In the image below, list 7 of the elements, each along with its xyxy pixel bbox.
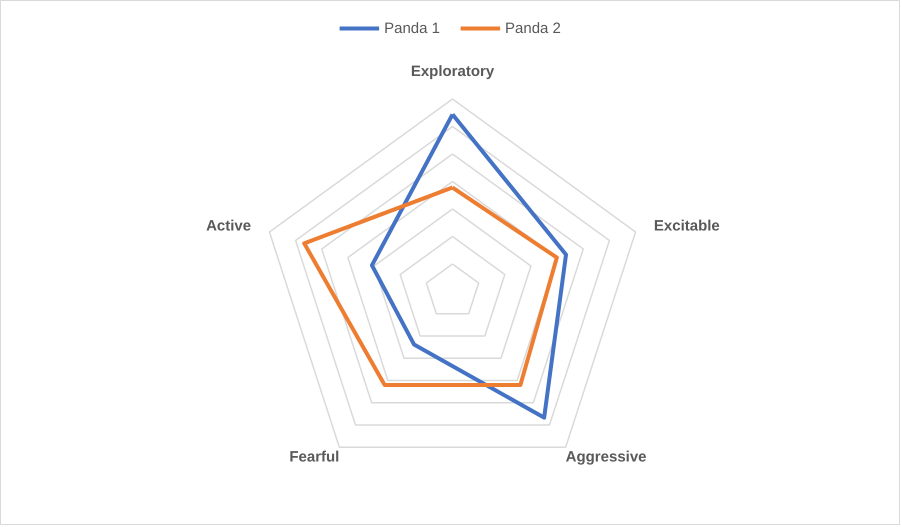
spoke-label: Active (206, 218, 252, 235)
legend-label: Panda 2 (505, 20, 561, 36)
spoke-label: Aggressive (566, 448, 647, 466)
spoke-label: Fearful (289, 448, 340, 466)
legend-label: Panda 1 (384, 20, 440, 36)
spoke-label: Exploratory (410, 62, 495, 80)
spoke-label: Excitable (654, 218, 720, 235)
